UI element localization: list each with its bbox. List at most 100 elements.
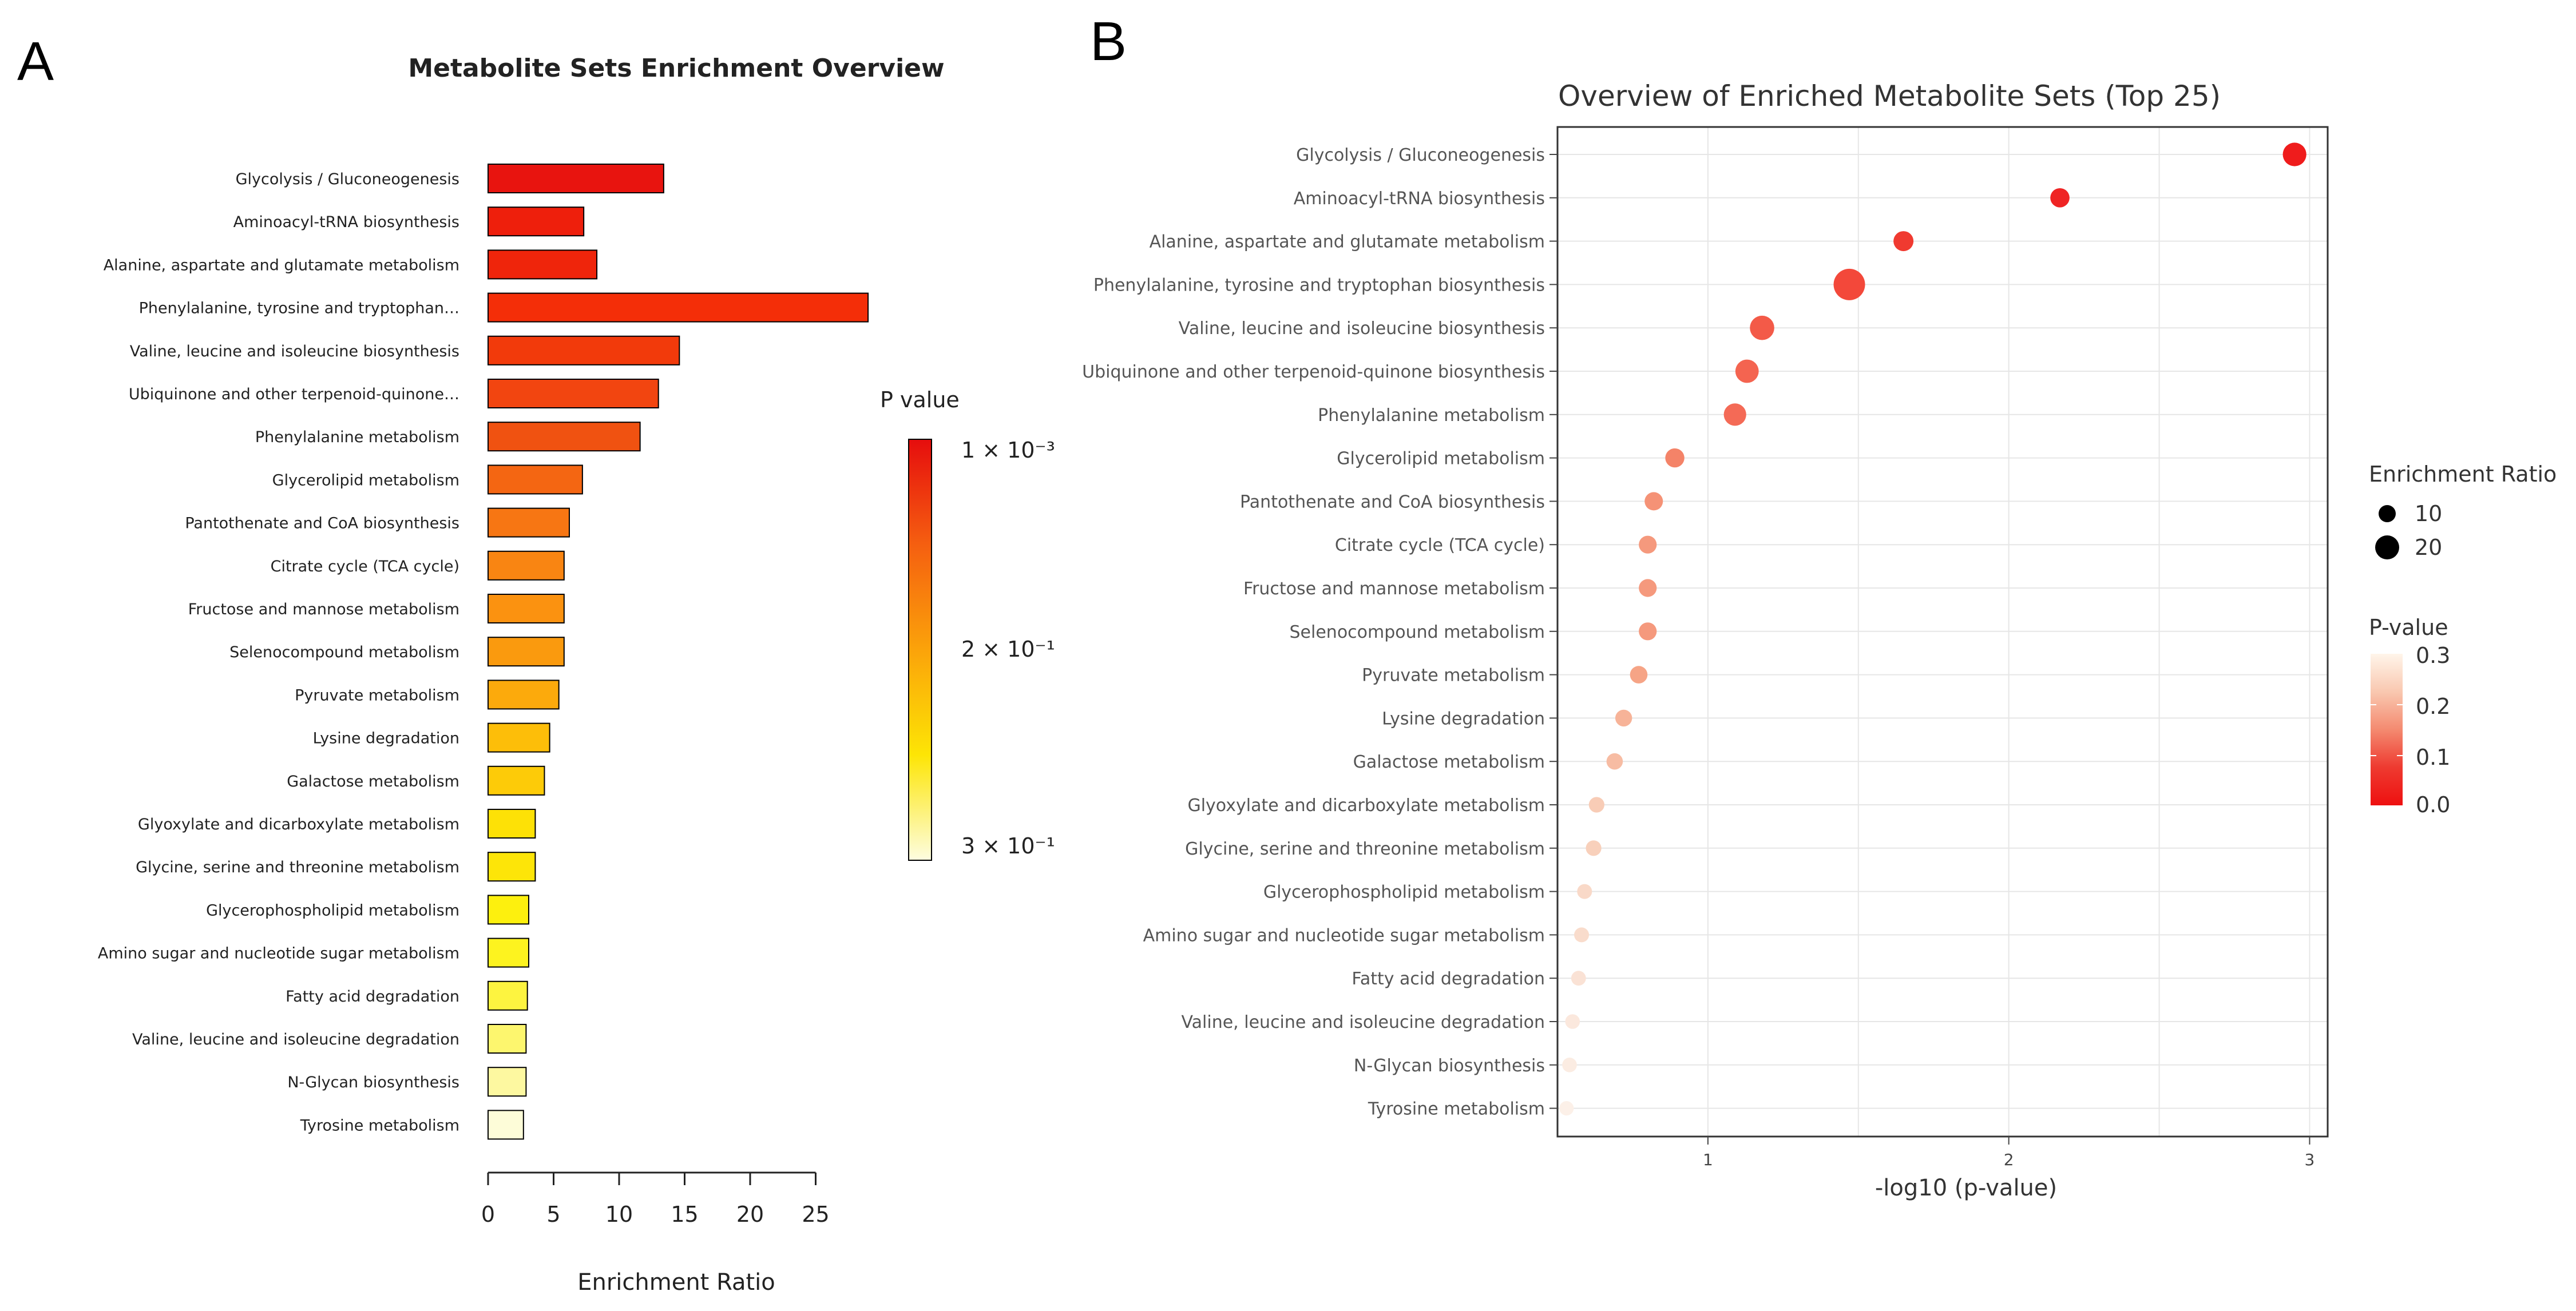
panel-a-x-tick-label: 15 [671,1202,698,1227]
panel-b-category-label: Glycine, serine and threonine metabolism [1185,839,1545,859]
panel-a-bar-chart: Metabolite Sets Enrichment Overview Glyc… [98,54,1055,1296]
panel-b-point [1639,622,1657,641]
panel-b-point [1588,797,1604,813]
panel-b-category-label: N-Glycan biosynthesis [1354,1056,1545,1076]
panel-b-category-label: Lysine degradation [1382,709,1545,729]
panel-b-point [1723,403,1746,426]
panel-b-size-legend-dot [2379,505,2396,522]
panel-a-category-label: Pyruvate metabolism [295,686,459,704]
panel-a-bar [488,292,869,323]
panel-a-category-label: Glycerophospholipid metabolism [206,901,459,919]
panel-b-point [1574,927,1590,943]
panel-b-category-label: Selenocompound metabolism [1290,622,1545,642]
panel-a-category-label: Tyrosine metabolism [300,1117,459,1134]
panel-a-x-tick-label: 10 [605,1202,633,1227]
panel-b-x-tick-label: 3 [2305,1150,2315,1169]
panel-a-bar [488,937,529,968]
panel-b-size-legend-label: 20 [2415,535,2442,560]
panel-a-bar [488,335,680,366]
panel-b-color-legend-colorbar [2371,654,2403,805]
panel-b-category-label: Pantothenate and CoA biosynthesis [1240,492,1545,512]
panel-b-point [1833,268,1865,300]
panel-b-color-legend-label: 0.0 [2416,792,2450,817]
panel-a-legend-label: 3 × 10⁻¹ [961,833,1055,859]
panel-b-gridlines [1558,127,2328,1137]
panel-a-category-label: Ubiquinone and other terpenoid-quinone… [129,386,459,403]
panel-b-point [2282,142,2306,166]
panel-b-category-label: Fructose and mannose metabolism [1243,579,1545,599]
panel-b-category-label: Glycolysis / Gluconeogenesis [1296,145,1545,165]
panel-b-category-labels: Glycolysis / Gluconeogenesis Aminoacyl-tR… [1082,145,1545,1119]
panel-b-point [1630,666,1648,684]
panel-a-bar [488,550,565,581]
panel-a-category-label: Glycine, serine and threonine metabolism [136,859,459,876]
panel-a-category-label: Pantothenate and CoA biosynthesis [185,515,459,533]
panel-a-category-label: N-Glycan biosynthesis [287,1074,459,1091]
panel-a-bar [488,852,536,882]
panel-b-category-label: Valine, leucine and isoleucine degradati… [1181,1012,1545,1032]
panel-b-point [2050,188,2070,208]
panel-b-point [1615,709,1632,727]
panel-a-bar [488,1067,527,1097]
panel-a-category-label: Valine, leucine and isoleucine degradati… [132,1031,459,1048]
panel-b-point [1559,1101,1574,1116]
panel-b-x-tick-label: 2 [2004,1150,2014,1169]
panel-b-point [1750,315,1774,340]
panel-b-point [1606,753,1623,770]
panel-b-color-legend-label: 0.3 [2416,643,2450,668]
panel-a-category-label: Phenylalanine, tyrosine and tryptophan… [139,300,459,317]
panel-b-category-label: Citrate cycle (TCA cycle) [1335,535,1545,555]
panel-b-category-label: Valine, leucine and isoleucine biosynthe… [1179,319,1545,339]
panel-b-category-label: Phenylalanine, tyrosine and tryptophan b… [1093,275,1545,295]
panel-a-bar [488,809,536,839]
panel-a-legend: P value 1 × 10⁻³ 2 × 10⁻¹ 3 × 10⁻¹ [880,387,1055,861]
panel-b-size-legend-title: Enrichment Ratio [2369,462,2557,487]
panel-a-x-tick-label: 5 [546,1202,560,1227]
panel-a-legend-label: 2 × 10⁻¹ [961,637,1055,662]
panel-b-title: Overview of Enriched Metabolite Sets (To… [1558,80,2221,113]
panel-b-point [1565,1014,1580,1029]
panel-b-size-legend-dot [2375,535,2399,559]
panel-b-color-legend-title: P-value [2369,615,2448,640]
panel-b-dot-plot: Overview of Enriched Metabolite Sets (To… [1082,80,2557,1201]
panel-a-x-tick-label: 20 [736,1202,764,1227]
panel-a-category-label: Glycerolipid metabolism [272,471,459,489]
panel-b-category-label: Aminoacyl-tRNA biosynthesis [1294,189,1545,209]
panel-a-bar [488,680,560,710]
panel-b-color-legend-label: 0.2 [2416,694,2450,719]
panel-b-point [1577,884,1592,899]
panel-a-bar [488,722,550,753]
panel-b-point [1735,359,1759,383]
panel-b-letter: B [1090,11,1127,72]
panel-a-bars [488,164,869,1140]
panel-a-legend-title: P value [880,387,960,412]
panel-a-letter: A [17,31,54,92]
panel-a-bar [488,464,583,495]
panel-a-bar [488,980,528,1011]
panel-a-bar [488,1110,524,1140]
panel-b-category-label: Glycerophospholipid metabolism [1263,883,1545,903]
panel-a-category-label: Amino sugar and nucleotide sugar metabol… [98,945,459,963]
panel-a-x-axis: 0 5 10 15 20 25 [481,1171,830,1227]
panel-a-title: Metabolite Sets Enrichment Overview [408,54,944,83]
panel-b-point [1639,579,1657,597]
panel-b-point [1665,448,1685,468]
panel-a-category-labels: Glycolysis / Gluconeogenesis Aminoacyl-tR… [98,170,459,1134]
panel-a-bar [488,594,565,623]
panel-b-color-legend: P-value 0.3 0.2 0.1 0.0 [2369,615,2450,817]
panel-a-x-axis-label: Enrichment Ratio [577,1269,775,1296]
panel-a-bar [488,765,545,796]
panel-a-bar [488,637,565,667]
panel-a-category-label: Valine, leucine and isoleucine biosynthe… [130,343,459,360]
panel-b-x-axis-label: -log10 (p-value) [1875,1175,2057,1201]
panel-a-x-tick-label: 25 [802,1202,829,1227]
panel-b-category-label: Tyrosine metabolism [1368,1099,1545,1119]
panel-b-category-label: Fatty acid degradation [1352,969,1545,989]
panel-b-point [1639,535,1657,554]
panel-a-bar [488,422,641,452]
panel-b-category-label: Pyruvate metabolism [1362,666,1545,686]
panel-b-category-label: Amino sugar and nucleotide sugar metabol… [1143,925,1545,945]
panel-a-bar [488,895,529,925]
panel-a-bar [488,1024,527,1054]
panel-b-points [1559,142,2306,1116]
